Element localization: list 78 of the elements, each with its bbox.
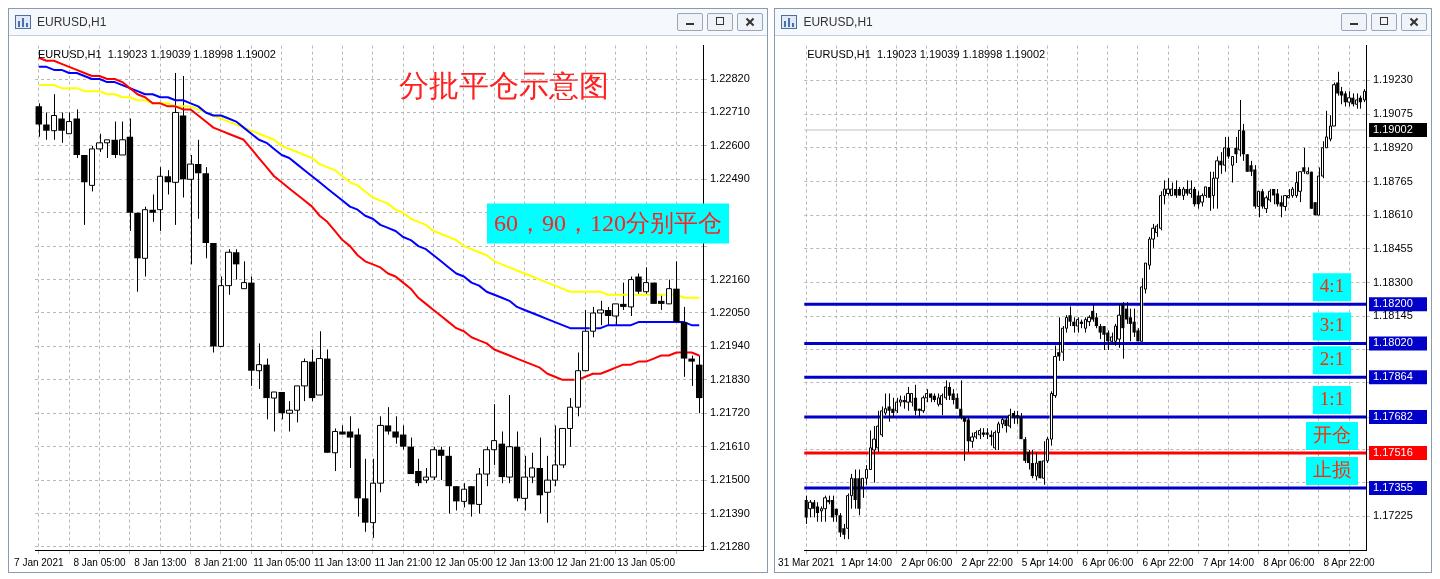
x-tick-label: 12 Jan 05:00 — [434, 556, 494, 568]
y-tick-label: 1.21830 — [710, 372, 750, 385]
y-tick-label: 1.21720 — [710, 406, 750, 419]
candlestick — [887, 392, 892, 423]
x-tick-label: 12 Jan 21:00 — [556, 556, 615, 568]
y-tick-label: 1.18920 — [1373, 140, 1414, 153]
candlestick — [1023, 436, 1027, 464]
text: 1.19002 — [1373, 122, 1414, 135]
annotation: 分批平仓示意图 — [399, 68, 610, 102]
candlestick — [1230, 155, 1235, 184]
y-tick-label: 1.18765 — [1373, 174, 1414, 187]
x-tick-label: 11 Jan 05:00 — [253, 556, 311, 568]
y-tick-label: 1.18145 — [1373, 309, 1414, 322]
x-tick-label: 11 Jan 13:00 — [313, 556, 372, 568]
x-tick-label: 11 Jan 21:00 — [374, 556, 433, 568]
candlestick — [804, 495, 809, 525]
y-tick-label: 1.18300 — [1373, 275, 1414, 288]
x-tick-label: 2 Apr 22:00 — [961, 556, 1014, 568]
chart-title: EURUSD,H1 — [803, 15, 873, 29]
x-tick-label: 7 Apr 14:00 — [1203, 556, 1255, 568]
candlestick — [1132, 308, 1137, 338]
candlestick — [1031, 449, 1035, 479]
y-tick-label: 1.21610 — [710, 439, 750, 452]
x-tick-label: 13 Jan 05:00 — [617, 556, 676, 568]
text: 1.17682 — [1373, 409, 1414, 422]
ref-line-label: 开仓 — [1313, 424, 1352, 446]
candlestick — [1215, 155, 1220, 210]
x-tick-label: 8 Jan 13:00 — [134, 556, 187, 568]
annotation: 60，90，120分别平仓 — [494, 209, 722, 236]
x-tick-label: 8 Jan 21:00 — [194, 556, 248, 568]
x-tick-label: 2 Apr 06:00 — [901, 556, 954, 568]
x-tick-label: 12 Jan 13:00 — [495, 556, 554, 568]
candlestick — [1125, 301, 1129, 325]
x-tick-label: 31 Mar 2021 — [778, 556, 836, 568]
text: 1.17864 — [1373, 370, 1414, 383]
y-tick-label: 1.19075 — [1373, 107, 1414, 120]
y-tick-label: 1.22600 — [710, 138, 750, 151]
y-tick-label: 1.22490 — [710, 172, 750, 185]
y-tick-label: 1.21280 — [710, 539, 750, 552]
candlestick — [1261, 188, 1265, 210]
text: 1.17516 — [1373, 446, 1414, 459]
candlestick — [688, 355, 695, 387]
annotation: EURUSD,H1 1.19023 1.19039 1.18998 1.19002 — [38, 47, 276, 60]
y-tick-label: 1.17225 — [1373, 509, 1414, 522]
x-tick-label: 8 Apr 22:00 — [1323, 556, 1376, 568]
annotation: EURUSD,H1 1.19023 1.19039 1.18998 1.19002 — [807, 47, 1046, 60]
text: 1.18020 — [1373, 336, 1414, 349]
y-tick-label: 1.18610 — [1373, 208, 1414, 221]
ref-line-label: 2:1 — [1320, 348, 1345, 370]
y-tick-label: 1.22050 — [710, 306, 750, 319]
text: 1.18200 — [1373, 297, 1414, 310]
candlestick — [1223, 136, 1227, 173]
candlestick — [838, 512, 843, 538]
chart-title: EURUSD,H1 — [37, 15, 107, 29]
x-tick-label: 6 Apr 06:00 — [1082, 556, 1135, 568]
ref-line-label: 4:1 — [1320, 275, 1345, 297]
y-tick-label: 1.21940 — [710, 339, 750, 352]
y-tick-label: 1.21500 — [710, 473, 750, 486]
y-tick-label: 1.19230 — [1373, 73, 1414, 86]
candlestick — [967, 416, 971, 453]
x-tick-label: 8 Apr 06:00 — [1263, 556, 1316, 568]
x-tick-label: 6 Apr 22:00 — [1142, 556, 1195, 568]
x-tick-label: 8 Jan 05:00 — [73, 556, 127, 568]
ref-line-label: 止损 — [1313, 459, 1352, 481]
x-tick-label: 7 Jan 2021 — [14, 556, 64, 568]
candlestick — [853, 469, 858, 510]
text: 1.17355 — [1373, 481, 1414, 494]
y-tick-label: 1.21390 — [710, 506, 750, 519]
ref-line-label: 1:1 — [1320, 387, 1345, 409]
y-tick-label: 1.22820 — [710, 72, 750, 85]
x-tick-label: 1 Apr 14:00 — [841, 556, 893, 568]
ref-line-label: 3:1 — [1320, 314, 1345, 336]
y-tick-label: 1.22160 — [710, 272, 750, 285]
candlestick — [1121, 301, 1125, 360]
candlestick — [35, 102, 43, 138]
x-tick-label: 5 Apr 14:00 — [1022, 556, 1074, 568]
y-tick-label: 1.18455 — [1373, 241, 1414, 254]
y-tick-label: 1.22710 — [710, 105, 750, 118]
